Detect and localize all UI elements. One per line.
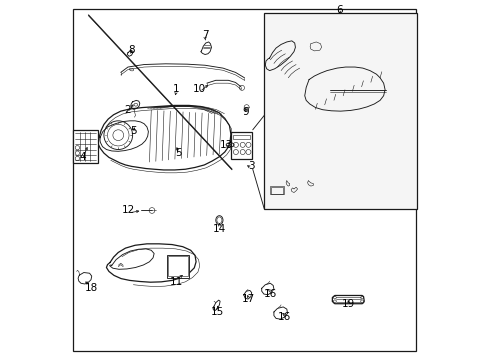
Text: 1: 1: [173, 84, 179, 94]
Text: 19: 19: [341, 300, 354, 310]
Bar: [73, 130, 98, 163]
Text: 13: 13: [220, 140, 233, 150]
Bar: [167, 255, 188, 278]
Text: 16: 16: [263, 289, 276, 299]
Text: 5: 5: [130, 126, 136, 135]
Text: 14: 14: [212, 224, 225, 234]
Text: 11: 11: [169, 277, 183, 287]
Text: 5: 5: [175, 148, 181, 158]
Bar: [264, 13, 416, 209]
Text: 17: 17: [241, 294, 254, 305]
Text: 8: 8: [128, 45, 135, 55]
Text: 15: 15: [210, 307, 224, 317]
Bar: [233, 135, 249, 139]
Text: 18: 18: [84, 283, 98, 293]
Text: 4: 4: [79, 152, 85, 162]
Text: 16: 16: [277, 312, 290, 322]
Text: 10: 10: [193, 84, 206, 94]
Bar: [269, 186, 284, 194]
Bar: [270, 187, 282, 194]
Text: 9: 9: [242, 107, 248, 117]
Text: 6: 6: [336, 5, 342, 15]
Text: 3: 3: [248, 161, 254, 171]
Text: 2: 2: [124, 105, 131, 115]
Bar: [230, 132, 252, 159]
Text: 12: 12: [121, 206, 134, 216]
Text: 7: 7: [202, 30, 208, 40]
Bar: [168, 256, 187, 276]
